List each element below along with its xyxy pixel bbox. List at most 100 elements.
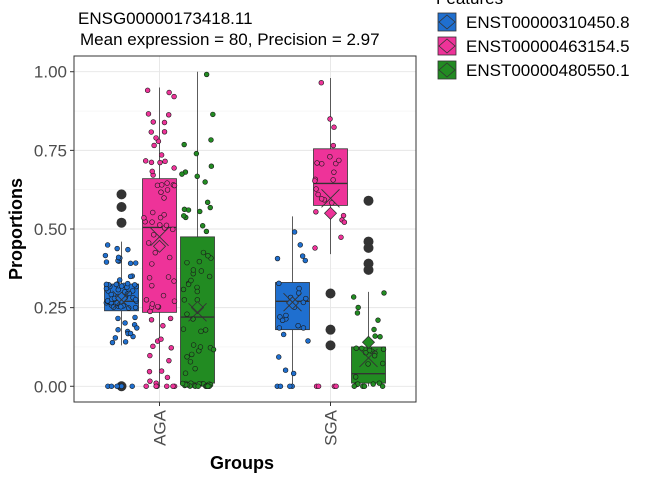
jitter-point xyxy=(163,222,170,229)
jitter-point xyxy=(118,283,125,289)
jitter-point xyxy=(143,297,150,303)
y-tick-label: 1.00 xyxy=(34,63,67,82)
chart-subtitle: Mean expression = 80, Precision = 2.97 xyxy=(80,30,380,49)
jitter-point xyxy=(185,207,192,213)
jitter-point xyxy=(165,274,172,280)
jitter-point xyxy=(102,252,109,259)
jitter-point xyxy=(203,71,210,78)
jitter-point xyxy=(380,360,386,367)
cross-marker xyxy=(359,348,378,368)
jitter-point xyxy=(153,135,159,141)
jitter-point xyxy=(202,179,208,185)
jitter-point xyxy=(299,253,306,259)
jitter-point xyxy=(160,292,167,299)
jitter-point xyxy=(159,182,165,188)
jitter-point xyxy=(208,137,214,143)
jitter-point xyxy=(149,219,155,225)
jitter-point xyxy=(166,112,172,118)
jitter-point xyxy=(318,196,325,202)
jitter-point xyxy=(365,361,371,367)
jitter-point xyxy=(329,200,335,206)
jitter-point xyxy=(113,281,119,288)
jitter-point xyxy=(170,226,176,233)
jitter-point xyxy=(158,368,165,374)
jitter-point xyxy=(149,301,156,307)
jitter-point xyxy=(202,327,209,333)
plot-content xyxy=(102,71,387,392)
jitter-point xyxy=(149,282,155,289)
jitter-point xyxy=(158,152,165,158)
jitter-point xyxy=(148,129,154,135)
jitter-point xyxy=(381,290,387,296)
jitter-point xyxy=(380,346,387,352)
jitter-point xyxy=(352,374,359,380)
jitter-point xyxy=(103,259,110,265)
jitter-point xyxy=(297,242,303,248)
outlier-point xyxy=(363,264,374,275)
jitter-point xyxy=(341,219,348,225)
jitter-point xyxy=(197,344,204,350)
y-tick-label: 0.75 xyxy=(34,141,67,160)
jitter-point xyxy=(132,282,138,288)
jitter-point xyxy=(354,310,361,316)
jitter-point xyxy=(146,275,153,281)
jitter-point xyxy=(379,383,386,389)
jitter-point xyxy=(274,255,281,262)
jitter-point xyxy=(276,354,282,360)
jitter-point xyxy=(377,334,383,340)
jitter-point xyxy=(114,383,120,389)
mean-marker xyxy=(190,301,205,315)
jitter-point xyxy=(164,187,171,193)
jitter-point xyxy=(192,365,198,372)
jitter-point xyxy=(149,168,155,175)
jitter-point xyxy=(208,163,215,169)
jitter-point xyxy=(195,383,201,389)
y-tick-label: 0.25 xyxy=(34,299,67,318)
legend-entry-label: ENST00000310450.8 xyxy=(466,13,630,32)
jitter-point xyxy=(371,326,377,333)
jitter-point xyxy=(276,280,282,287)
jitter-point xyxy=(151,142,157,149)
jitter-point xyxy=(179,380,186,387)
jitter-point xyxy=(118,304,124,310)
jitter-point xyxy=(145,111,152,117)
y-tick-label: 0.50 xyxy=(34,220,67,239)
jitter-point xyxy=(327,116,333,122)
jitter-point xyxy=(155,303,161,310)
cross-marker xyxy=(150,227,169,247)
jitter-point xyxy=(198,328,204,335)
jitter-point xyxy=(158,336,164,342)
jitter-point xyxy=(124,280,131,287)
jitter-point xyxy=(171,165,177,171)
jitter-point xyxy=(103,285,110,292)
cross-marker xyxy=(283,292,302,312)
jitter-point xyxy=(282,367,289,373)
x-axis-title: Groups xyxy=(210,453,274,473)
jitter-point xyxy=(350,294,357,300)
jitter-point xyxy=(144,87,151,94)
jitter-point xyxy=(133,296,139,303)
jitter-point xyxy=(205,253,211,259)
jitter-point xyxy=(197,208,203,215)
jitter-point xyxy=(361,383,368,389)
jitter-point xyxy=(115,327,121,333)
mean-marker xyxy=(323,206,338,220)
jitter-point xyxy=(319,161,325,167)
jitter-point xyxy=(161,195,167,201)
cross-marker xyxy=(321,189,340,208)
mean-marker xyxy=(361,335,376,349)
jitter-point xyxy=(147,352,153,359)
jitter-point xyxy=(187,359,194,365)
jitter-point xyxy=(109,339,116,346)
jitter-point xyxy=(290,370,297,377)
jitter-point xyxy=(203,228,210,235)
mean-marker xyxy=(285,296,300,310)
legend-title: Features xyxy=(436,0,503,8)
jitter-point xyxy=(147,308,153,315)
jitter-point xyxy=(149,261,155,267)
jitter-point xyxy=(166,254,173,261)
jitter-point xyxy=(142,158,149,164)
jitter-point xyxy=(291,229,298,235)
jitter-point xyxy=(127,273,134,280)
jitter-point xyxy=(166,357,172,364)
